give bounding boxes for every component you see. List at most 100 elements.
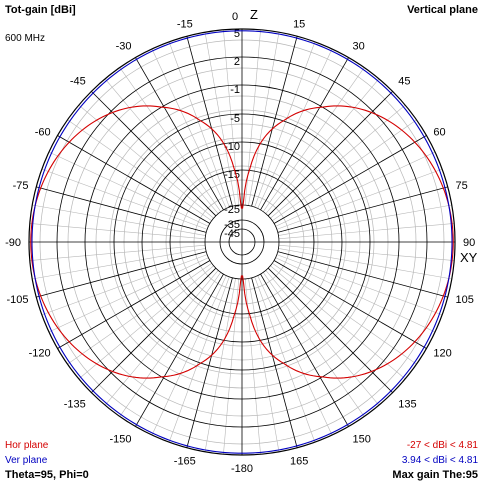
grid-ring [219, 219, 265, 265]
angle-tick-label: 30 [353, 41, 365, 53]
minor-grid-spoke [29, 244, 206, 261]
grid-spoke [273, 135, 427, 224]
minor-grid-spoke [254, 41, 316, 208]
angle-tick-label: 120 [433, 348, 451, 360]
minor-grid-spoke [257, 275, 333, 436]
minor-grid-spoke [278, 244, 455, 261]
radial-tick-label: -45 [224, 228, 240, 240]
grid-ring [56, 56, 428, 428]
grid-spoke [277, 251, 448, 298]
angles-readout: Theta=95, Phi=0 [5, 469, 89, 481]
minor-grid-spoke [48, 151, 209, 227]
grid-spoke [277, 186, 448, 233]
chart-title: Tot-gain [dBi] [5, 4, 76, 16]
minor-grid-spoke [29, 223, 206, 240]
minor-grid-spoke [41, 254, 208, 316]
minor-grid-spoke [257, 48, 333, 209]
radial-tick-label: -15 [224, 169, 240, 181]
angle-tick-label: 15 [293, 19, 305, 31]
radial-tick-label: -35 [224, 219, 240, 231]
grid-spoke [273, 260, 427, 349]
minor-grid-spoke [276, 168, 443, 230]
grid-ring [169, 169, 315, 315]
angle-tick-label: -120 [29, 348, 51, 360]
grid-ring [28, 28, 456, 456]
minor-grid-spoke [104, 78, 219, 214]
grid-spoke [135, 57, 224, 211]
grid-spoke [251, 36, 298, 207]
minor-grid-spoke [48, 257, 209, 333]
minor-grid-spoke [278, 223, 455, 240]
angle-tick-label: -150 [109, 433, 131, 445]
minor-grid-spoke [32, 248, 206, 280]
angle-tick-label: -180 [231, 463, 253, 475]
minor-grid-spoke [67, 262, 212, 365]
grid-ring [113, 113, 371, 371]
angle-tick-label: -165 [174, 455, 196, 467]
minor-grid-spoke [254, 276, 316, 443]
minor-grid-spoke [32, 204, 206, 236]
minor-grid-spoke [265, 78, 380, 214]
grid-spoke [36, 186, 207, 233]
angle-tick-label: -75 [13, 180, 29, 192]
minor-grid-spoke [272, 262, 417, 365]
minor-grid-spoke [275, 257, 436, 333]
minor-grid-spoke [78, 104, 214, 219]
series-hor-plane-curve [30, 105, 454, 379]
grid-spoke [91, 91, 217, 217]
angle-tick-label: 0 [232, 11, 238, 23]
radial-tick-label: 2 [234, 56, 240, 68]
minor-grid-spoke [275, 151, 436, 227]
grid-spoke [260, 57, 349, 211]
grid-ring [204, 204, 280, 280]
minor-grid-spoke [204, 278, 236, 452]
radial-tick-label: -5 [230, 113, 240, 125]
minor-grid-spoke [276, 254, 443, 316]
angle-tick-label: -105 [6, 294, 28, 306]
grid-spoke [251, 277, 298, 448]
minor-grid-spoke [151, 275, 227, 436]
max-gain-readout: Max gain The:95 [392, 469, 478, 481]
angle-tick-label: 150 [353, 433, 371, 445]
minor-grid-spoke [248, 278, 280, 452]
minor-grid-spoke [119, 67, 222, 212]
angle-tick-label: -60 [35, 127, 51, 139]
minor-grid-spoke [168, 41, 230, 208]
grid-spoke [91, 267, 217, 393]
minor-grid-spoke [270, 104, 406, 219]
minor-grid-spoke [67, 119, 212, 222]
radial-tick-label: -1 [230, 84, 240, 96]
minor-grid-spoke [262, 272, 365, 417]
minor-grid-spoke [104, 270, 219, 406]
grid-spoke [57, 135, 211, 224]
grid-ring [228, 228, 256, 256]
angle-tick-label: -90 [5, 237, 21, 249]
minor-grid-spoke [278, 204, 452, 236]
grid-spoke [267, 267, 393, 393]
axis-letter-z: Z [250, 7, 258, 22]
minor-grid-spoke [262, 67, 365, 212]
legend-ver-plane: Ver plane [5, 455, 48, 466]
grid-spoke [260, 273, 349, 427]
angle-tick-label: -135 [64, 398, 86, 410]
angle-tick-label: -30 [116, 41, 132, 53]
grid-spoke [36, 251, 207, 298]
angle-tick-label: -15 [177, 19, 193, 31]
minor-grid-spoke [204, 32, 236, 206]
grid-spoke [267, 91, 393, 217]
angle-tick-label: -45 [70, 76, 86, 88]
angle-tick-label: 90 [463, 237, 475, 249]
angle-tick-label: 105 [455, 294, 473, 306]
grid-spoke [135, 273, 224, 427]
grid-ring [141, 141, 343, 343]
angle-tick-label: 75 [455, 180, 467, 192]
minor-grid-spoke [168, 276, 230, 443]
plane-label: Vertical plane [407, 4, 478, 16]
angle-tick-label: 45 [398, 76, 410, 88]
axis-letter-xy: XY [460, 250, 478, 265]
series-ver-plane-curve [31, 30, 453, 454]
hor-range-readout: -27 < dBi < 4.81 [406, 440, 478, 451]
minor-grid-spoke [265, 270, 380, 406]
minor-grid-spoke [151, 48, 227, 209]
